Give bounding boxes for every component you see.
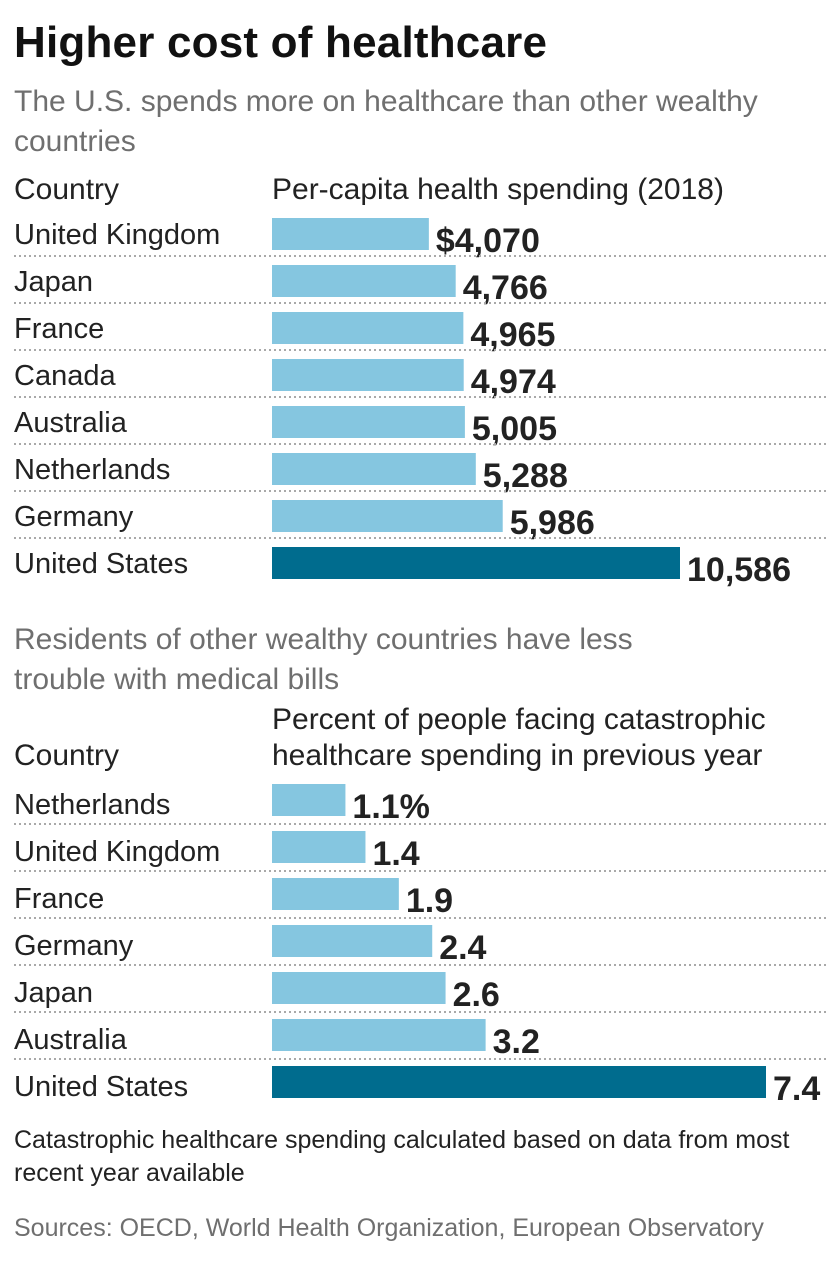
chart2-bar [272,878,399,910]
chart2-bar [272,831,366,863]
chart1-value-header: Per-capita health spending (2018) [272,173,724,206]
chart2-bar [272,1066,766,1098]
chart1-category-label: Canada [14,360,116,392]
chart1-bar [272,453,476,485]
chart1-value-label: 5,288 [483,457,568,495]
chart1-category-label: France [14,313,104,345]
chart1-category-label: United Kingdom [14,219,220,251]
chart1-bar [272,359,464,391]
chart2-bar [272,925,433,957]
chart2-value-label: 2.6 [453,976,500,1014]
chart1-bar [272,406,465,438]
chart2-value-label: 7.4 [773,1070,820,1108]
chart1-bar [272,500,503,532]
chart1-category-label: Netherlands [14,454,170,486]
chart2-category-label: Germany [14,930,134,962]
chart1-plot: United Kingdom $4,070 Japan 4,766 France 4,96… [14,218,826,589]
chart2-value-label: 2.4 [439,929,486,967]
footnote: Catastrophic healthcare spending calcula… [14,1126,790,1187]
chart1-category-label: Germany [14,501,134,533]
chart1-value-label: 10,586 [687,551,791,589]
chart1-category-header: Country [14,173,120,206]
chart2-category-label: Australia [14,1024,128,1056]
chart2-bar [272,784,346,816]
chart2-plot: Netherlands 1.1% United Kingdom 1.4 France 1.… [14,784,826,1108]
chart2-value-label: 1.1% [352,788,430,826]
chart2-category-label: Japan [14,977,93,1009]
chart2-value-label: 1.4 [372,835,419,873]
chart1-category-label: Japan [14,266,93,298]
chart2-value-label: 1.9 [406,882,453,920]
chart1-category-label: Australia [14,407,128,439]
chart1-value-label: 4,974 [471,363,556,401]
chart2-value-label: 3.2 [493,1023,540,1061]
chart2-category-label: United States [14,1071,188,1103]
chart2-category-label: Netherlands [14,789,170,821]
chart1-value-label: 4,965 [470,316,555,354]
chart2-category-header: Country [14,739,120,772]
chart-title: Higher cost of healthcare [14,18,548,67]
chart2-value-header: Percent of people facing catastrophic he… [272,703,766,772]
chart1-bar [272,547,680,579]
chart1-bar [272,218,429,250]
chart1-value-label: 4,766 [463,269,548,307]
chart1-value-label: 5,005 [472,410,557,448]
chart2-category-label: United Kingdom [14,836,220,868]
chart1-category-label: United States [14,548,188,580]
chart2-bar [272,1019,486,1051]
chart2-subtitle: Residents of other wealthy countries hav… [14,623,633,696]
chart1-bar [272,312,464,344]
chart1-bar [272,265,456,297]
source-line: Sources: OECD, World Health Organization… [14,1214,764,1242]
chart2-category-label: France [14,883,104,915]
chart2-bar [272,972,446,1004]
chart1-value-label: 5,986 [510,504,595,542]
chart1-value-label: $4,070 [436,222,540,260]
chart1-subtitle: The U.S. spends more on healthcare than … [14,85,758,158]
